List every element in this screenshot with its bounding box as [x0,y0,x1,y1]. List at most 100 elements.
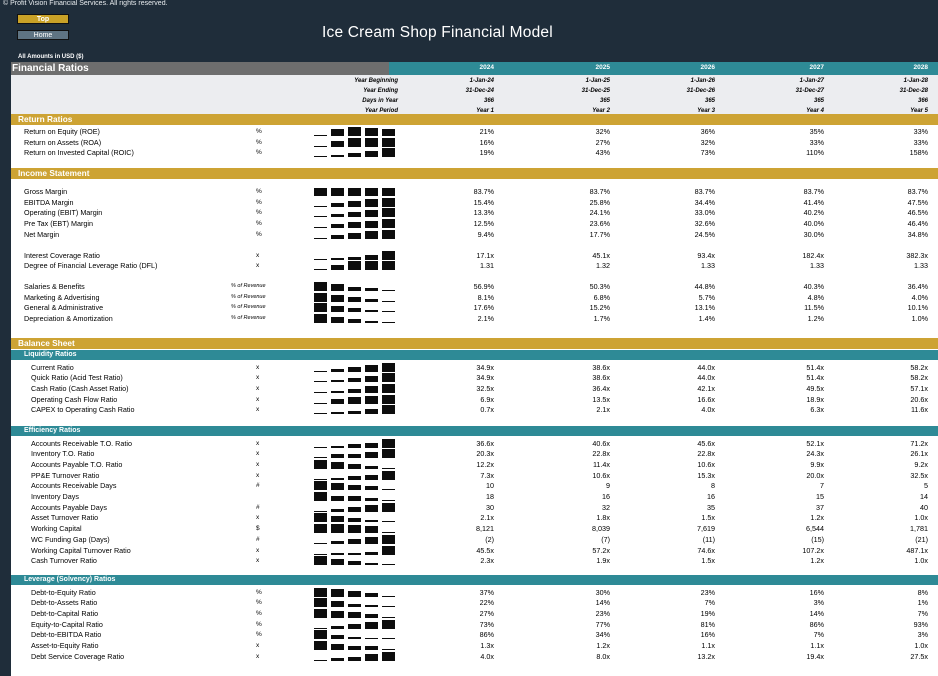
row-unit: % [256,620,262,628]
sparkline-bar [365,486,378,491]
value-cell: 45.1x [592,250,610,260]
header-row-label: Year Period [364,108,398,114]
table-row: Debt-to-Assets Ratio% 22% 14% 7% 3% 1% [11,597,938,608]
value-cell: 5 [924,481,928,491]
sparkline-bar [365,646,378,650]
value-cell: 50.3% [589,281,610,291]
value-cell: 5.7% [698,292,715,302]
value-cell: 4.0% [911,292,928,302]
table-row: Operating Cash Flow Ratio x 6.9x 13.5x 16.6x… [11,394,938,405]
sparkline-bar [331,213,344,218]
sparkline-bar [331,140,344,147]
table-row: Return on Invested Capital (ROIC)% 19% 43%… [11,147,938,158]
value-cell: 11.5% [804,303,824,313]
top-button[interactable]: Top [17,14,69,24]
sparkline-bar [365,395,378,404]
trend-sparkline [314,383,400,394]
value-cell: (15) [811,534,824,544]
sparkline-bar [348,308,361,313]
trend-sparkline [314,281,400,292]
value-cell: 32.5x [910,470,928,480]
row-label: Net Margin [24,229,60,239]
value-cell: 49.5x [806,383,824,393]
value-cell: (11) [702,534,715,544]
table-row: Depreciation & Amortization % of Revenue 2… [11,313,938,324]
sparkline-bar [365,451,378,459]
section-header-leverage-solvency-ratios: Leverage (Solvency) Ratios [11,575,938,585]
sparkline-bar [331,369,344,372]
row-label: Pre Tax (EBT) Margin [24,219,93,229]
row-unit: % [256,209,262,217]
sparkline-bar [382,470,395,480]
section-header-efficiency-ratios: Efficiency Ratios [11,426,938,436]
row-unit: x [256,439,260,447]
trend-sparkline [314,608,400,619]
sparkline-bar [331,155,344,158]
table-row: WC Funding Gap (Days) # (2) (7) (11) (15) (21) [11,534,938,545]
value-cell: 6.8% [593,292,610,302]
sparkline-bar [382,651,395,661]
value-cell: 40.3% [803,281,824,291]
table-row: Salaries & Benefits % of Revenue 56.9% 50.3… [11,281,938,292]
header-cell: 1-Jan-27 [799,78,824,84]
sparkline-bar [348,188,361,196]
row-unit: % [256,198,262,206]
table-row: Interest Coverage Ratio x 17.1x 45.1x 93.4x 1… [11,250,938,261]
row-unit: % [256,588,262,596]
value-cell: 9.4% [477,229,494,239]
sparkline-bar [365,151,378,158]
sparkline-bar [382,405,395,415]
sparkline-bar [348,410,361,415]
value-cell: 24.3x [806,449,824,459]
header-cell: Year 4 [806,108,824,114]
sparkline-bar [348,637,361,640]
value-cell: 32.5x [476,383,494,393]
trend-sparkline [314,314,400,324]
value-cell: 382.3x [906,250,928,260]
sparkline-bar [348,153,361,158]
value-cell: 1.33 [701,261,715,271]
trend-sparkline [314,545,400,556]
header-row-year-period: Year Period Year 1 Year 2 Year 3 Year 4 Year … [11,106,938,116]
sparkline-bar [382,188,395,196]
value-cell: 11.4x [592,459,610,469]
sparkline-bar [331,316,344,323]
value-cell: 11.6x [910,405,928,415]
header-row-label: Year Beginning [354,78,398,84]
table-row: EBITDA Margin% 15.4% 25.8% 34.4% 41.4% 47.5% [11,197,938,208]
row-unit: % [256,138,262,146]
row-unit: % [256,128,262,135]
value-cell: 83.7% [907,187,928,196]
sparkline-bar [382,500,395,501]
sparkline-bar [365,127,378,136]
sparkline-bar [348,444,361,448]
value-cell: 40 [920,502,928,512]
sparkline-bar [314,542,327,544]
sparkline-bar [348,646,361,650]
sparkline-bar [382,311,395,313]
header-cell: 365 [813,98,824,104]
sparkline-bar [314,478,327,480]
row-unit: x [256,406,260,414]
value-cell: 1.3x [480,641,494,650]
sparkline-bar [314,314,327,323]
row-label: CAPEX to Operating Cash Ratio [31,405,135,415]
home-button[interactable]: Home [17,30,69,40]
table-row: Quick Ratio (Acid Test Ratio) x 34.9x 38.6x… [11,372,938,383]
sparkline-bar [382,616,395,618]
row-label: Inventory T.O. Ratio [31,449,95,459]
value-cell: 83.7% [473,187,494,196]
sparkline-bar [365,288,378,291]
value-cell: 12.5% [473,219,494,229]
value-cell: 44.0x [697,362,715,372]
sparkline-bar [348,233,361,239]
sparkline-bar [365,526,378,534]
row-unit: % [256,188,262,195]
sparkline-bar [365,537,378,544]
sparkline-bar [382,197,395,207]
year-header: 2027 [809,64,824,71]
sparkline-bar [382,545,395,555]
value-cell: 58.2x [910,362,928,372]
value-cell: 22% [479,598,494,608]
header-cell: 1-Jan-25 [585,78,610,84]
